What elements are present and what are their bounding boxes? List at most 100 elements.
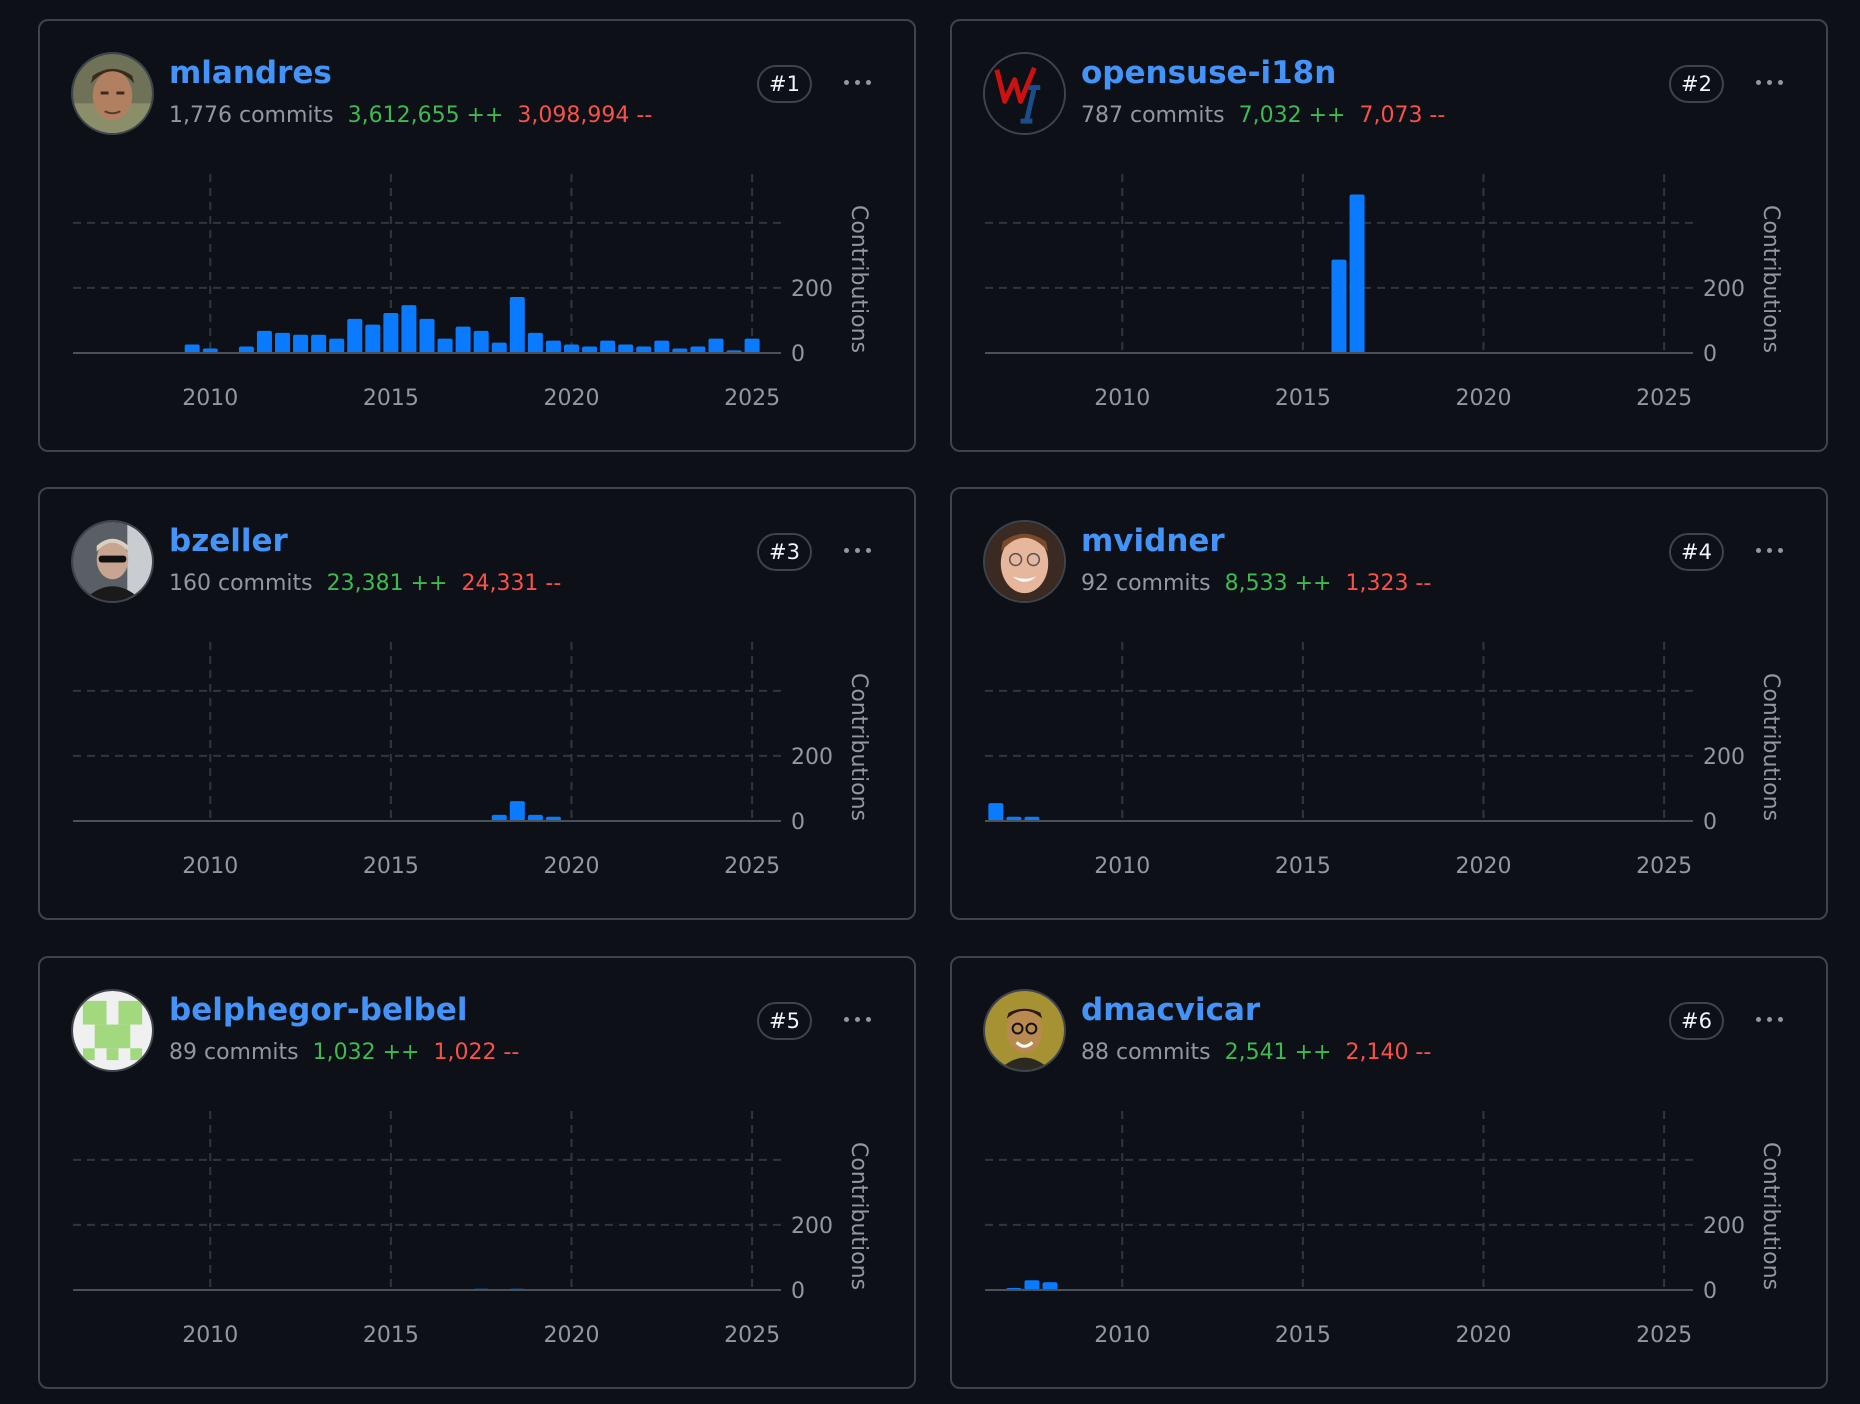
dot <box>854 547 860 553</box>
x-tick-label: 2020 <box>1455 854 1511 879</box>
contribution-bar[interactable] <box>1331 259 1347 353</box>
contribution-bar[interactable] <box>600 340 616 353</box>
contributor-card: 2010 2015 2020 2025 0 200 Contributions mvidne… <box>950 487 1828 920</box>
x-tick-label: 2025 <box>724 854 780 879</box>
contributor-name-link[interactable]: dmacvicar <box>1081 992 1261 1028</box>
contribution-bar[interactable] <box>1024 1280 1040 1290</box>
contribution-bar[interactable] <box>437 338 453 353</box>
x-tick-label: 2015 <box>363 854 419 879</box>
contribution-bar[interactable] <box>988 803 1004 821</box>
contribution-bar[interactable] <box>690 346 706 353</box>
commits-count-link[interactable]: 88 commits <box>1081 1040 1211 1065</box>
avatar-dmacvicar[interactable] <box>983 989 1066 1072</box>
kebab-horizontal-icon[interactable] <box>836 1004 878 1034</box>
contribution-bar[interactable] <box>1006 816 1022 821</box>
contribution-bar[interactable] <box>744 338 760 353</box>
dot <box>843 1016 849 1022</box>
y-axis-label: Contributions <box>846 1142 871 1290</box>
x-tick-label: 2015 <box>1275 1323 1331 1348</box>
contribution-bar[interactable] <box>509 297 525 353</box>
x-tick-label: 2010 <box>1094 854 1150 879</box>
contribution-bar[interactable] <box>527 814 543 821</box>
contribution-bar[interactable] <box>455 326 471 353</box>
contribution-bar[interactable] <box>1024 816 1040 821</box>
contribution-bar[interactable] <box>509 801 525 821</box>
contribution-bar[interactable] <box>1042 1282 1058 1290</box>
y-axis-label: Contributions <box>1758 673 1783 821</box>
kebab-horizontal-icon[interactable] <box>1748 1004 1790 1034</box>
y-tick-label: 200 <box>791 1214 833 1239</box>
kebab-horizontal-icon[interactable] <box>1748 67 1790 97</box>
contributor-stats: 787 commits 7,032 ++ 7,073 -- <box>1081 103 1445 128</box>
contribution-bar[interactable] <box>563 344 579 353</box>
avatar-mvidner[interactable] <box>983 520 1066 603</box>
x-tick-label: 2025 <box>724 1323 780 1348</box>
x-tick-label: 2010 <box>182 1323 238 1348</box>
x-tick-label: 2015 <box>1275 854 1331 879</box>
contribution-bar[interactable] <box>708 338 724 353</box>
contribution-bar[interactable] <box>509 1288 525 1291</box>
contribution-bar[interactable] <box>744 1289 760 1292</box>
kebab-horizontal-icon[interactable] <box>836 535 878 565</box>
contribution-bar[interactable] <box>401 305 417 353</box>
contribution-bar[interactable] <box>256 330 272 353</box>
contribution-bar[interactable] <box>545 340 561 353</box>
commits-count-link[interactable]: 92 commits <box>1081 571 1211 596</box>
contribution-bar[interactable] <box>636 346 652 353</box>
contribution-bar[interactable] <box>184 344 200 353</box>
contribution-bar[interactable] <box>726 350 742 353</box>
contribution-bar[interactable] <box>618 344 634 353</box>
contributor-name-link[interactable]: mvidner <box>1081 523 1225 559</box>
contribution-bar[interactable] <box>419 318 435 353</box>
contribution-bar[interactable] <box>545 816 561 821</box>
dot <box>1777 547 1783 553</box>
contribution-bar[interactable] <box>654 340 670 353</box>
contribution-bar[interactable] <box>672 348 688 353</box>
contributor-name-link[interactable]: mlandres <box>169 55 332 91</box>
avatar-opensuse-i18n[interactable] <box>983 52 1066 135</box>
commits-count-link[interactable]: 787 commits <box>1081 103 1225 128</box>
kebab-horizontal-icon[interactable] <box>836 67 878 97</box>
contribution-bar[interactable] <box>329 338 345 353</box>
contribution-bar[interactable] <box>1006 1288 1022 1291</box>
rank-badge: #2 <box>1669 65 1724 103</box>
contribution-bar[interactable] <box>1349 194 1365 353</box>
avatar-bzeller[interactable] <box>71 520 154 603</box>
x-tick-label: 2010 <box>182 854 238 879</box>
contribution-bar[interactable] <box>347 318 363 353</box>
contributor-stats: 160 commits 23,381 ++ 24,331 -- <box>169 571 561 596</box>
contribution-bar[interactable] <box>491 814 507 821</box>
contributor-name-link[interactable]: belphegor-belbel <box>169 992 468 1028</box>
contribution-bar[interactable] <box>202 348 218 353</box>
additions-count: 23,381 ++ <box>326 571 448 596</box>
kebab-horizontal-icon[interactable] <box>1748 535 1790 565</box>
x-tick-label: 2010 <box>1094 386 1150 411</box>
avatar-mlandres[interactable] <box>71 52 154 135</box>
contribution-bar[interactable] <box>293 334 309 353</box>
y-tick-label: 0 <box>1703 810 1717 835</box>
contribution-bar[interactable] <box>527 332 543 353</box>
contribution-bar[interactable] <box>275 332 291 353</box>
commits-count-link[interactable]: 160 commits <box>169 571 313 596</box>
contribution-bar[interactable] <box>582 346 598 353</box>
wi-logo-icon <box>985 54 1064 133</box>
contribution-bar[interactable] <box>383 312 399 353</box>
y-tick-label: 200 <box>1703 745 1745 770</box>
contribution-bar[interactable] <box>491 342 507 353</box>
contributor-name-link[interactable]: bzeller <box>169 523 288 559</box>
x-tick-label: 2025 <box>1636 386 1692 411</box>
dot <box>1755 547 1761 553</box>
dot <box>1777 79 1783 85</box>
y-tick-label: 0 <box>791 1279 805 1304</box>
contribution-bar[interactable] <box>311 334 327 353</box>
contribution-bar[interactable] <box>238 346 254 353</box>
additions-count: 2,541 ++ <box>1224 1040 1332 1065</box>
commits-count-link[interactable]: 1,776 commits <box>169 103 334 128</box>
avatar-belphegor-belbel[interactable] <box>71 989 154 1072</box>
contribution-bar[interactable] <box>473 1288 489 1291</box>
contributor-name-link[interactable]: opensuse-i18n <box>1081 55 1337 91</box>
commits-count-link[interactable]: 89 commits <box>169 1040 299 1065</box>
dot <box>1755 79 1761 85</box>
contribution-bar[interactable] <box>365 324 381 353</box>
contribution-bar[interactable] <box>473 330 489 353</box>
